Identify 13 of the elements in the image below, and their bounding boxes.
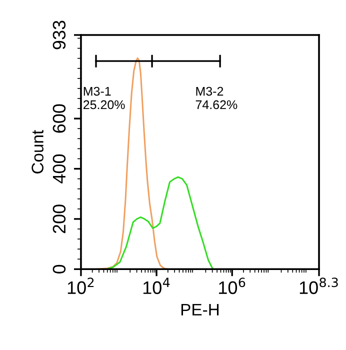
y-tick-label: 0 [52,264,66,274]
y-tick-label: 600 [52,104,66,133]
y-tick-label: 933 [52,20,66,50]
x-tick-label: 10$^{6}$ [219,278,246,294]
y-axis-title: Count [32,130,44,174]
x-tick-label: 10$^{4}$ [143,278,170,294]
annotation: M3-2 74.62% [196,86,238,110]
x-axis-title: PE-H [181,304,219,316]
y-tick-label: 200 [52,204,66,234]
x-tick-label: 10$^{8.3}$ [300,278,338,294]
annotation: M3-1 25.20% [83,86,125,110]
x-tick-label: 10$^{2}$ [68,278,94,294]
y-tick-label: 400 [52,154,66,184]
